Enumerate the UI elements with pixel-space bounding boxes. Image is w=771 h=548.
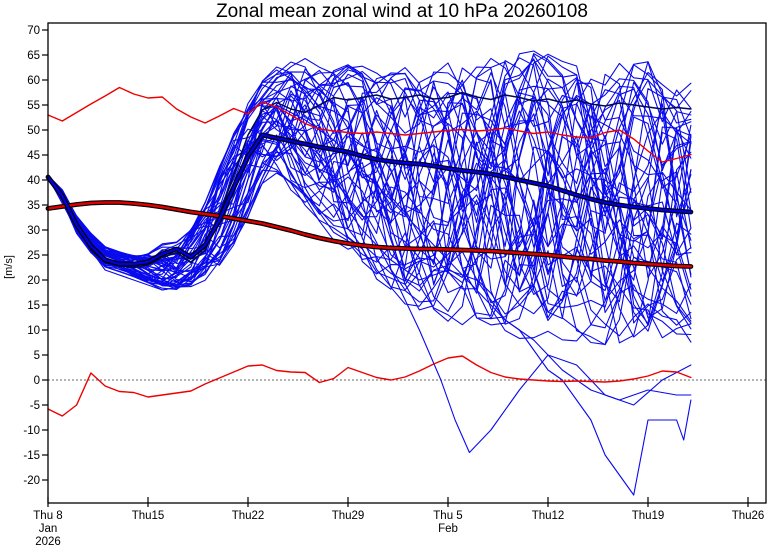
y-tick-label: 55	[27, 100, 40, 112]
x-tick-label: Thu 8	[33, 510, 62, 522]
climatology-mean-line	[46, 201, 693, 268]
x-tick-label: Thu12	[532, 510, 565, 522]
ensemble-member-line	[47, 78, 692, 325]
y-tick-label: 15	[27, 300, 40, 312]
y-tick-label: 35	[27, 200, 40, 212]
x-axis-month-label: Jan	[39, 523, 58, 535]
y-tick-label: 50	[27, 125, 40, 137]
ensemble-member-line	[47, 104, 692, 454]
x-tick-label: Thu29	[332, 510, 365, 522]
y-tick-label: 40	[27, 175, 40, 187]
ensemble-member-line	[47, 135, 692, 342]
plot-frame	[47, 22, 767, 504]
ensemble-member-line	[47, 119, 692, 401]
y-tick-label: -10	[23, 425, 40, 437]
y-tick-label: -15	[23, 450, 40, 462]
y-tick-label: 20	[27, 275, 40, 287]
y-tick-label: 60	[27, 75, 40, 87]
chart-title: Zonal mean zonal wind at 10 hPa 20260108	[216, 1, 588, 22]
ensemble-member-line	[47, 60, 692, 259]
y-tick-label: 45	[27, 150, 40, 162]
ensemble-member-line	[47, 78, 692, 320]
x-tick-label: Thu26	[732, 510, 765, 522]
x-tick-label: Thu15	[132, 510, 165, 522]
y-tick-label: 5	[34, 350, 40, 362]
ensemble-member-line	[47, 104, 692, 496]
y-tick-label: -20	[23, 475, 40, 487]
x-tick-label: Thu 5	[433, 510, 462, 522]
ensemble-mean-line	[46, 133, 693, 266]
y-tick-label: 65	[27, 50, 40, 62]
control-member-line	[47, 91, 692, 269]
x-axis-month-label: 2026	[35, 536, 61, 548]
x-axis-month-label: Feb	[438, 523, 458, 535]
y-tick-label: 0	[34, 375, 40, 387]
climatology-max-line	[47, 86, 692, 163]
ensemble-member-line	[47, 113, 692, 319]
ensemble-member-line	[47, 134, 692, 324]
x-tick-label: Thu22	[232, 510, 265, 522]
y-tick-label: 25	[27, 250, 40, 262]
y-tick-label: -5	[30, 400, 40, 412]
y-tick-label: 30	[27, 225, 40, 237]
ensemble-member-line	[47, 62, 692, 258]
ensemble-member-line	[47, 149, 692, 343]
ensemble-member-line	[47, 61, 692, 276]
y-tick-label: 70	[27, 25, 40, 37]
ensemble-member-line	[47, 131, 692, 339]
x-tick-label: Thu19	[632, 510, 665, 522]
y-tick-label: 10	[27, 325, 40, 337]
climatology-min-line	[47, 355, 692, 417]
ensemble-member-line	[47, 102, 692, 332]
